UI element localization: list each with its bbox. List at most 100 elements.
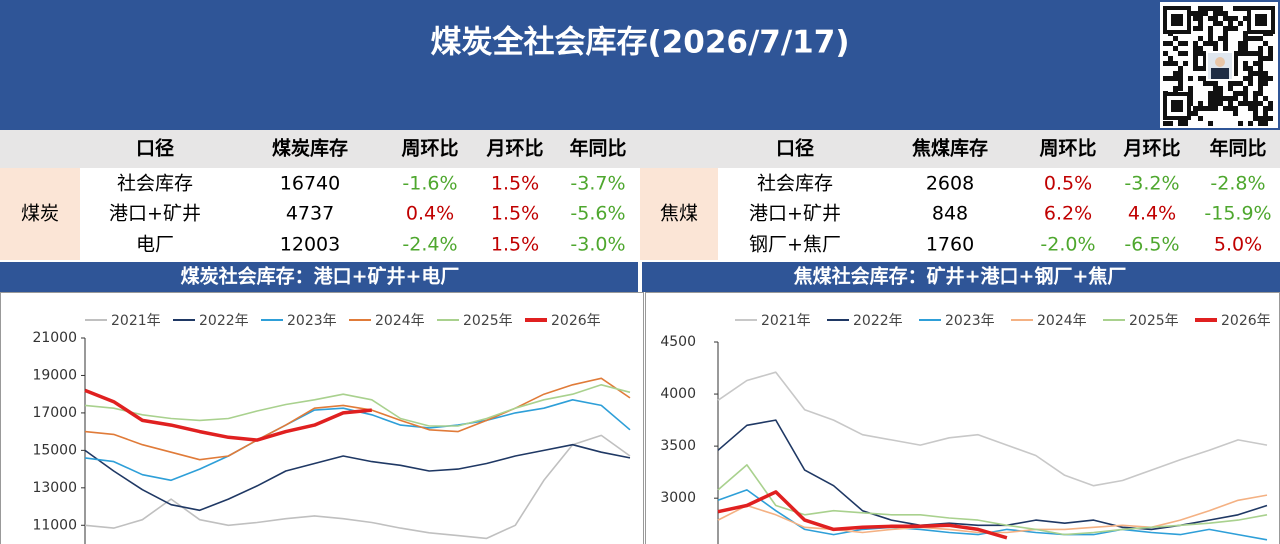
qr-module: [1213, 41, 1218, 46]
legend-label: 2025年: [463, 313, 513, 329]
qr-module: [1213, 21, 1218, 26]
table-cell: 0.5%: [1044, 173, 1092, 195]
qr-module: [1228, 101, 1233, 106]
qr-module: [1233, 56, 1238, 61]
qr-module: [1248, 71, 1253, 76]
qr-module: [1268, 116, 1273, 121]
column-header: 年同比: [569, 137, 626, 160]
qr-module: [1178, 81, 1183, 86]
qr-module: [1228, 96, 1233, 101]
qr-finder: [1255, 14, 1267, 26]
qr-module: [1163, 41, 1168, 46]
y-tick-label: 17000: [32, 405, 77, 421]
qr-module: [1163, 121, 1168, 126]
y-tick-label: 11000: [32, 517, 77, 533]
qr-module: [1263, 41, 1268, 46]
qr-module: [1218, 6, 1223, 11]
qr-module: [1258, 36, 1263, 41]
table-cell: -2.0%: [1040, 234, 1095, 256]
qr-module: [1243, 76, 1248, 81]
table-cell: 1.5%: [491, 173, 539, 195]
chart-title: 煤炭社会库存：港口+矿井+电厂: [181, 265, 460, 288]
qr-module: [1208, 121, 1213, 126]
qr-module: [1258, 51, 1263, 56]
qr-module: [1198, 101, 1203, 106]
qr-module: [1223, 41, 1228, 46]
chart-title-band: [0, 262, 638, 292]
column-header: 周环比: [1039, 138, 1096, 160]
qr-module: [1228, 26, 1233, 31]
qr-module: [1198, 26, 1203, 31]
y-tick-label: 15000: [32, 442, 77, 458]
table-cell: -5.6%: [570, 203, 625, 225]
table-cell: -1.6%: [402, 173, 457, 195]
qr-module: [1213, 16, 1218, 21]
column-header: 年同比: [1209, 137, 1266, 160]
qr-module: [1203, 81, 1208, 86]
qr-module: [1173, 61, 1178, 66]
qr-module: [1258, 71, 1263, 76]
header-band: [0, 0, 1280, 130]
y-tick-label: 4500: [660, 334, 696, 350]
qr-module: [1193, 66, 1198, 71]
qr-module: [1218, 86, 1223, 91]
qr-module: [1258, 101, 1263, 106]
qr-module: [1248, 121, 1253, 126]
qr-module: [1213, 46, 1218, 51]
column-header: 煤炭库存: [272, 137, 348, 160]
qr-module: [1198, 66, 1203, 71]
qr-module: [1198, 21, 1203, 26]
qr-module: [1193, 26, 1198, 31]
qr-module: [1248, 51, 1253, 56]
qr-module: [1233, 61, 1238, 66]
qr-module: [1178, 71, 1183, 76]
qr-module: [1193, 61, 1198, 66]
qr-module: [1198, 46, 1203, 51]
qr-module: [1233, 111, 1238, 116]
chart-title: 焦煤社会库存：矿井+港口+钢厂+焦厂: [793, 265, 1127, 288]
qr-module: [1268, 101, 1273, 106]
qr-module: [1258, 91, 1263, 96]
qr-module: [1223, 46, 1228, 51]
qr-module: [1178, 66, 1183, 71]
legend-label: 2024年: [375, 313, 425, 329]
qr-module: [1173, 71, 1178, 76]
qr-module: [1243, 86, 1248, 91]
table-header-row: [0, 130, 1280, 168]
qr-module: [1243, 61, 1248, 66]
qr-module: [1203, 56, 1208, 61]
legend-label: 2025年: [1129, 313, 1179, 329]
legend-label: 2022年: [853, 313, 903, 329]
qr-module: [1163, 51, 1168, 56]
legend-label: 2021年: [111, 313, 161, 329]
qr-module: [1258, 86, 1263, 91]
qr-module: [1243, 41, 1248, 46]
legend-label: 2023年: [287, 313, 337, 329]
qr-module: [1253, 91, 1258, 96]
qr-module: [1233, 96, 1238, 101]
qr-module: [1213, 101, 1218, 106]
series-line: [84, 384, 631, 427]
qr-module: [1183, 51, 1188, 56]
qr-module: [1263, 56, 1268, 61]
qr-module: [1218, 91, 1223, 96]
qr-module: [1243, 6, 1248, 11]
qr-module: [1223, 16, 1228, 21]
qr-module: [1243, 101, 1248, 106]
qr-module: [1223, 96, 1228, 101]
qr-module: [1228, 16, 1233, 21]
qr-module: [1213, 96, 1218, 101]
qr-finder: [1171, 100, 1183, 112]
group-cell: [640, 168, 718, 260]
qr-module: [1198, 11, 1203, 16]
qr-module: [1263, 111, 1268, 116]
qr-module: [1203, 41, 1208, 46]
qr-module: [1188, 86, 1193, 91]
qr-module: [1243, 66, 1248, 71]
qr-module: [1258, 121, 1263, 126]
table-cell: 电厂: [136, 234, 174, 256]
qr-module: [1223, 106, 1228, 111]
qr-module: [1198, 106, 1203, 111]
qr-module: [1173, 36, 1178, 41]
